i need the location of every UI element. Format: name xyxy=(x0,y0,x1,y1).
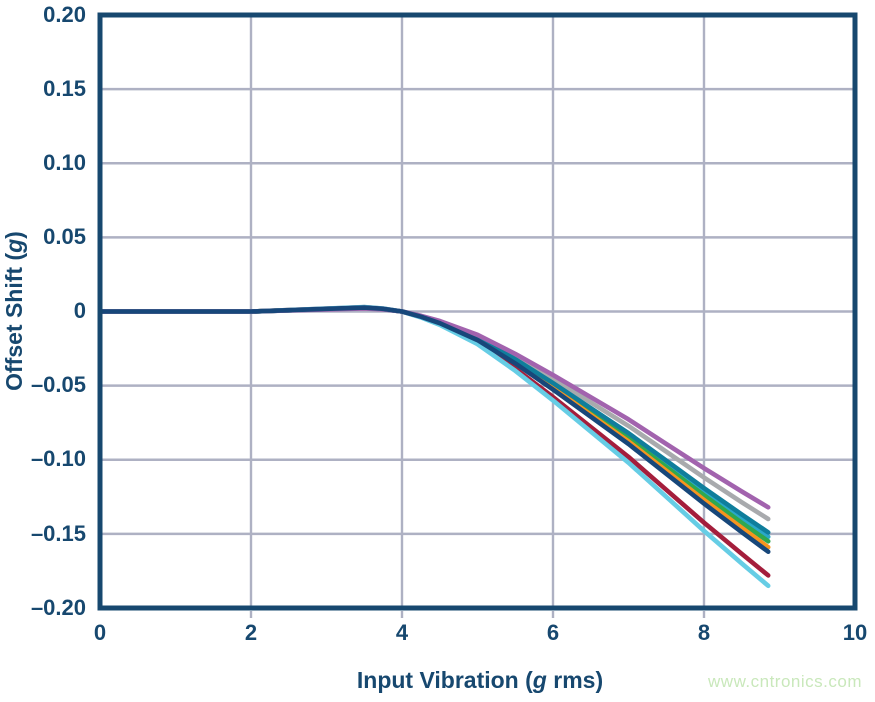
series-line-crimson xyxy=(97,304,771,578)
y-tick-label: –0.15 xyxy=(30,521,86,546)
x-tick-label: 8 xyxy=(697,620,711,645)
y-axis-title-prefix: Offset Shift ( xyxy=(1,252,27,391)
y-tick-label: 0.05 xyxy=(43,224,86,249)
x-tick-label: 6 xyxy=(546,620,560,645)
x-axis-title-suffix: rms) xyxy=(546,667,604,693)
y-tick-label: –0.05 xyxy=(30,372,86,397)
y-axis-title-italic-g: g xyxy=(1,238,27,253)
series-line-green xyxy=(97,305,771,544)
x-axis-title: Input Vibration (g rms) xyxy=(280,666,680,694)
y-axis-title: Offset Shift (g) xyxy=(0,151,28,471)
series-line-light-teal xyxy=(97,305,771,540)
y-axis-title-suffix: ) xyxy=(1,231,27,239)
x-tick-label: 4 xyxy=(395,620,409,645)
x-tick-label: 2 xyxy=(244,620,258,645)
y-tick-label: 0 xyxy=(73,298,86,323)
x-tick-label: 10 xyxy=(842,620,868,645)
y-tick-label: –0.10 xyxy=(30,446,86,471)
y-tick-label: –0.20 xyxy=(30,595,86,620)
y-tick-label: 0.15 xyxy=(43,76,86,101)
series-line-navy xyxy=(97,305,771,555)
y-tick-label: 0.20 xyxy=(43,2,86,27)
x-tick-label: 0 xyxy=(93,620,107,645)
x-axis-title-prefix: Input Vibration ( xyxy=(356,667,533,693)
watermark-text: www.cntronics.com xyxy=(708,672,862,691)
series-line-orange xyxy=(97,305,771,550)
axis-frame xyxy=(97,12,858,611)
series-line-gray xyxy=(97,305,771,522)
y-tick-label: 0.10 xyxy=(43,150,86,175)
x-axis-title-italic-g: g xyxy=(532,667,547,693)
